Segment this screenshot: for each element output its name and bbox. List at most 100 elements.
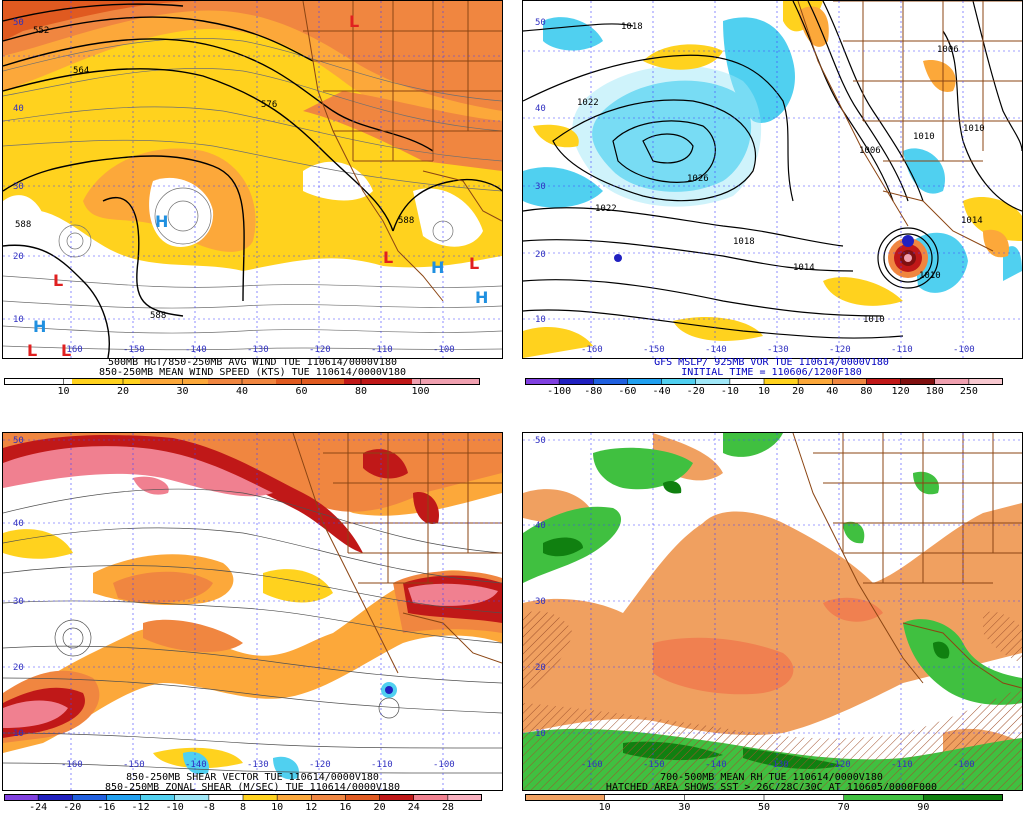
isobar-label: 1010 [963,124,985,134]
colorbar-swatch [4,794,39,801]
colorbar-swatch [413,794,449,801]
colorbar-tick-label: -60 [618,386,636,395]
colorbar-tick-label: 12 [305,802,317,811]
colorbar-swatch [832,378,867,385]
lat-label: 40 [13,104,24,114]
colorbar-tick-label: 20 [117,386,129,395]
lon-label: -150 [643,760,665,770]
colorbar-swatch [923,794,1003,801]
lon-label: -140 [705,760,727,770]
colorbar-swatch [525,794,606,801]
contour-label: 588 [398,216,414,226]
lat-label: 20 [535,250,546,260]
colorbar-tick-label: 20 [792,386,804,395]
isobar-label: 1010 [913,132,935,142]
colorbar-tick-label: -10 [166,802,184,811]
colorbar-swatch [900,378,936,385]
panel-500mb-wind: 50 40 30 20 10 -160 -150 -140 -130 -120 … [0,0,505,395]
lat-labels: 50 40 30 20 10 [535,436,546,739]
caption-line1: 850-250MB SHEAR VECTOR TUE 110614/0000V1… [126,772,379,783]
mslp-map-svg: 50 40 30 20 10 -160 -150 -140 -130 -120 … [523,1,1022,358]
colorbar: 10 20 30 40 60 80 100 [4,378,480,395]
colorbar-tick-label: 180 [926,386,944,395]
lon-labels: -160 -150 -140 -130 -120 -110 -100 [61,345,455,355]
low-center: L [27,341,37,358]
colorbar-svg: -100 -80 -60 -40 -20 -10 10 20 40 80 120 180 250 [525,378,1003,395]
colorbar-tick-label: 10 [271,802,283,811]
colorbar-tick-label: -16 [97,802,115,811]
lat-label: 50 [535,436,546,446]
colorbar-swatch [174,794,210,801]
colorbar-tick-label: 70 [838,802,850,811]
isobar-labels: 1018 1022 1026 1022 1018 1014 1010 1006 … [577,22,985,325]
caption-line2: INITIAL TIME = 110606/1200F180 [681,367,862,378]
lon-label: -150 [123,345,145,355]
low-center: L [469,254,479,273]
colorbar-swatch [243,794,278,801]
colorbar-tick-label: -20 [687,386,705,395]
lat-label: 10 [13,729,24,739]
lon-labels: -160 -150 -140 -130 -120 -110 -100 [581,345,975,355]
lon-label: -110 [891,760,913,770]
lat-label: 50 [13,436,24,446]
low-center: L [53,271,63,290]
colorbar-swatch [277,794,312,801]
colorbar-tick-label: 16 [339,802,351,811]
isobar-label: 1022 [595,204,617,214]
high-center: H [155,212,168,231]
map-500mb-wind: 50 40 30 20 10 -160 -150 -140 -130 -120 … [2,0,503,359]
colorbar-swatch [934,378,970,385]
lat-label: 30 [535,597,546,607]
high-center: H [475,288,488,307]
colorbar-swatch [311,794,346,801]
lon-label: -100 [953,345,975,355]
lat-label: 30 [13,597,24,607]
colorbar-swatch [729,378,765,385]
lat-label: 20 [535,663,546,673]
isobar-label: 1010 [919,271,941,281]
lon-label: -160 [61,345,83,355]
colorbar-swatch [968,378,1003,385]
colorbar-swatch [764,794,845,801]
colorbar-swatch [661,378,697,385]
colorbar-swatch [379,794,415,801]
colorbar-tick-label: 100 [411,386,429,395]
low-center: L [61,341,71,358]
rh-map-svg: 50 40 30 20 10 -160 -150 -140 -130 -120 … [523,433,1022,790]
colorbar-swatch [764,378,799,385]
lon-label: -130 [767,345,789,355]
lon-label: -100 [433,345,455,355]
lat-label: 20 [13,252,24,262]
caption-line2: 850-250MB ZONAL SHEAR (M/SEC) TUE 110614… [104,782,400,793]
lon-label: -160 [581,345,603,355]
contour-label: 576 [261,100,277,110]
lon-label: -110 [371,760,393,770]
colorbar-swatch [447,794,482,801]
panel-shear: 50 40 30 20 10 -160 -150 -140 -130 -120 … [0,418,505,818]
lon-label: -150 [123,760,145,770]
caption-line2: 850-250MB MEAN WIND SPEED (KTS) TUE 1106… [98,367,407,378]
sst-hatched-area [523,611,1022,790]
colorbar-tick-label: 10 [758,386,770,395]
colorbar-swatch [140,378,209,385]
colorbar-swatch [345,794,381,801]
colorbar-swatch [525,378,560,385]
low-center: L [383,248,393,267]
lon-labels: -160 -150 -140 -130 -120 -110 -100 [61,760,455,770]
lat-label: 40 [13,519,24,529]
lon-label: -120 [309,760,331,770]
isobar-label: 1014 [793,263,815,273]
colorbar-tick-label: 50 [758,802,770,811]
lat-labels: 50 40 30 20 10 [13,18,24,325]
isobar-label: 1006 [859,146,881,156]
colorbar-swatch [72,378,141,385]
colorbar-tick-label: 90 [917,802,929,811]
colorbar-tick-label: -24 [29,802,47,811]
colorbar: -100 -80 -60 -40 -20 -10 10 20 40 80 120 180 250 [525,378,1003,395]
colorbar-tick-label: 40 [236,386,248,395]
lat-label: 50 [535,18,546,28]
high-center: H [33,317,46,336]
lon-label: -120 [829,760,851,770]
lon-label: -130 [767,760,789,770]
lat-label: 20 [13,663,24,673]
